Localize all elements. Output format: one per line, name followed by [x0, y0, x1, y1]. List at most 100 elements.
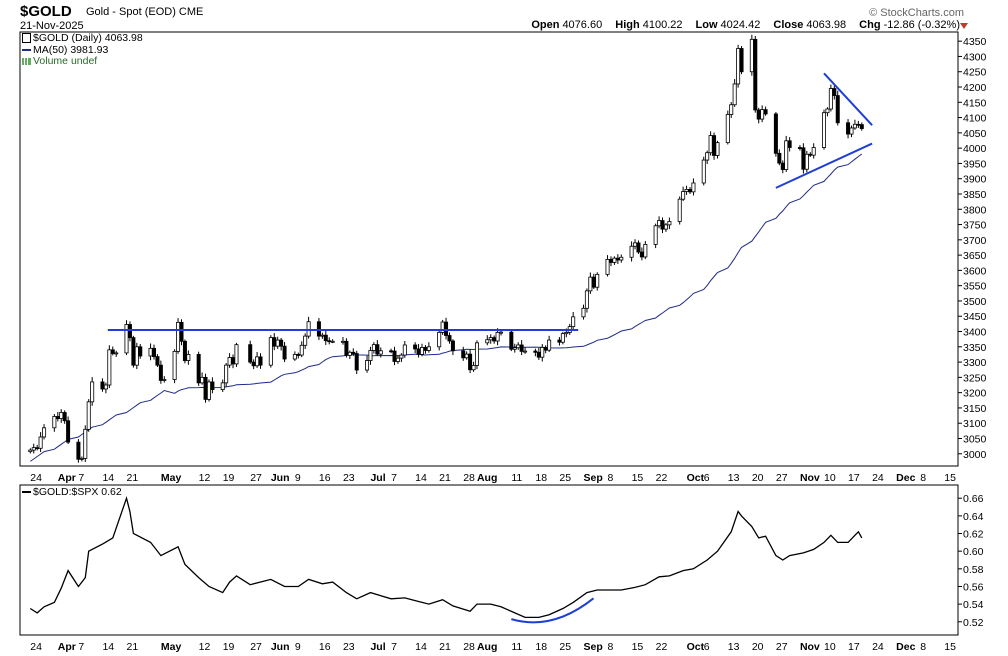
price-y-tick-label: 4350 [963, 36, 987, 48]
high-label: High [615, 19, 640, 31]
candle-body [413, 344, 418, 350]
x-axis-label: 10 [824, 472, 836, 484]
x-axis-label: 13 [728, 641, 740, 653]
x-axis-label: 19 [223, 472, 235, 484]
candle-body [512, 347, 517, 350]
candle-body [780, 162, 785, 170]
candle-body [365, 360, 370, 371]
candle-body [248, 344, 253, 363]
x-axis-label: 22 [656, 641, 668, 653]
x-axis-label: 7 [78, 472, 84, 484]
candle-body [643, 244, 648, 258]
candle-body [272, 337, 277, 347]
candle-body [292, 354, 297, 360]
price-y-tick-label: 4100 [963, 113, 987, 125]
legend-volume: Volume undef [22, 55, 97, 67]
x-axis-label: 28 [463, 641, 475, 653]
trendline [823, 72, 873, 126]
candle-body [828, 88, 833, 110]
price-y-tick-label: 3150 [963, 403, 987, 415]
candle-body [519, 344, 524, 352]
ratio-line [29, 495, 863, 619]
candle-body [83, 428, 88, 459]
ma50-line [30, 153, 863, 462]
x-axis-label: 8 [608, 641, 614, 653]
candle-body [268, 337, 273, 366]
x-axis-label: 8 [920, 472, 926, 484]
price-panel-frame [19, 31, 959, 467]
candle-body [540, 347, 545, 358]
candle-body [712, 135, 717, 156]
candle-body [206, 381, 211, 400]
candle-body [402, 344, 407, 356]
candle-body [138, 346, 143, 357]
x-axis-label: Aug [477, 472, 497, 484]
price-y-tick-label: 3250 [963, 372, 987, 384]
candle-body [784, 140, 789, 170]
x-axis-label: 20 [752, 472, 764, 484]
candle-body [395, 357, 400, 362]
x-axis-label: 23 [343, 472, 355, 484]
candle-body [172, 350, 177, 380]
candle-body [691, 182, 696, 193]
ratio-y-tick-label: 0.60 [963, 546, 984, 558]
candle-body [808, 153, 813, 156]
candle-body [715, 142, 720, 156]
x-axis-label: Nov [800, 641, 820, 653]
candle-body [653, 225, 658, 245]
candle-body [76, 441, 81, 460]
ratio-y-tick-label: 0.66 [963, 493, 984, 505]
x-axis-label: 15 [632, 641, 644, 653]
candle-body [35, 447, 40, 450]
candle-body [28, 449, 33, 453]
candle-body [756, 109, 761, 120]
candle-body [299, 344, 304, 356]
candle-body [657, 220, 662, 227]
candle-body [251, 361, 256, 367]
candle-body [38, 436, 43, 449]
x-axis-label: 24 [30, 641, 42, 653]
chg-label: Chg [859, 19, 881, 31]
candle-body [437, 332, 442, 348]
candle-body [107, 349, 112, 386]
x-axis-label: 27 [250, 472, 262, 484]
price-y-tick-label: 4200 [963, 82, 987, 94]
price-y-tick-label: 3600 [963, 265, 987, 277]
legend-volume-text: Volume undef [33, 55, 98, 67]
price-y-tick-label: 3300 [963, 357, 987, 369]
candle-body [416, 348, 421, 355]
close-value: 4063.98 [806, 19, 847, 31]
symbol-description: Gold - Spot (EOD) CME [86, 6, 204, 18]
ratio-y-tick-label: 0.52 [963, 617, 984, 629]
x-axis-label: 18 [535, 641, 547, 653]
x-axis-label: 13 [728, 472, 740, 484]
x-axis-label: 21 [127, 472, 139, 484]
price-y-tick-label: 4250 [963, 67, 987, 79]
candle-body [210, 381, 215, 390]
x-axis-label: 14 [102, 641, 114, 653]
candle-body [636, 242, 641, 253]
candle-body [523, 350, 528, 353]
price-y-tick-label: 3800 [963, 204, 987, 216]
candle-body [330, 340, 335, 343]
candle-body [557, 339, 562, 343]
x-axis-label: 15 [944, 641, 956, 653]
candle-body [859, 124, 864, 129]
candle-body [375, 344, 380, 355]
candle-body [639, 251, 644, 258]
candle-body [852, 123, 857, 129]
x-axis-label: Jun [271, 472, 290, 484]
candle-body [378, 350, 383, 355]
candle-body [536, 351, 541, 358]
price-y-tick-label: 3550 [963, 281, 987, 293]
price-y-tick-label: 4150 [963, 97, 987, 109]
x-axis-label: 24 [30, 472, 42, 484]
x-axis-label: 9 [295, 641, 301, 653]
ratio-y-tick-label: 0.58 [963, 564, 984, 576]
ratio-arc [511, 597, 595, 624]
candle-body [340, 340, 345, 343]
candle-body [547, 339, 552, 351]
candle-body [492, 337, 497, 342]
candle-body [619, 256, 624, 261]
symbol-title: $GOLD [20, 3, 72, 20]
